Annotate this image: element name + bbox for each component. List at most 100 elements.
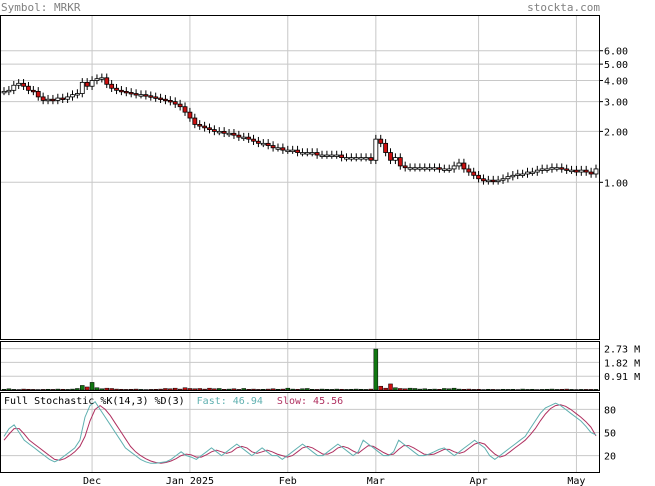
candle-body: [143, 94, 149, 97]
candle-body: [476, 174, 481, 180]
volume-bar: [133, 388, 139, 391]
candle-body: [383, 142, 389, 153]
volume-bar: [309, 388, 315, 391]
volume-bar: [451, 387, 457, 391]
stoch-slow-label: Slow: 45.56: [276, 396, 344, 407]
volume-bar: [158, 388, 163, 391]
x-tick-label: Jan 2025: [166, 476, 214, 486]
volume-bar: [114, 388, 119, 391]
volume-bar: [476, 388, 481, 391]
candle-body: [358, 157, 364, 160]
volume-bar: [402, 388, 408, 391]
volume-bar: [119, 388, 124, 391]
volume-bar: [579, 389, 584, 391]
volume-bar: [246, 388, 251, 391]
candle-body: [427, 167, 433, 170]
candle-body: [123, 90, 129, 94]
candle-body: [30, 89, 36, 93]
candle-body: [461, 162, 467, 170]
volume-bar: [422, 388, 428, 391]
candle-body: [275, 147, 281, 150]
candle-body: [481, 178, 486, 182]
volume-bar: [50, 389, 56, 391]
volume-bar: [329, 389, 335, 391]
candle-body: [270, 145, 276, 149]
volume-bar: [207, 387, 212, 391]
candle-body: [544, 168, 550, 171]
candle-body: [153, 96, 159, 99]
volume-bar: [588, 389, 594, 391]
candle-body: [177, 103, 183, 108]
candle-body: [393, 157, 398, 161]
x-tick-label: Mar: [367, 476, 385, 486]
stoch-slow-line: [3, 404, 597, 464]
volume-bar: [530, 388, 535, 391]
volume-bar: [285, 387, 291, 391]
candle-body: [432, 167, 437, 170]
x-tick-label: May: [567, 476, 585, 486]
candle-body: [285, 149, 291, 153]
candle-body: [397, 157, 403, 167]
candle-body: [319, 154, 325, 157]
volume-bar: [270, 388, 276, 391]
volume-bar: [442, 388, 447, 391]
volume-bar: [226, 388, 232, 391]
candle-body: [6, 89, 12, 93]
candle-body: [417, 167, 423, 170]
volume-bar: [383, 387, 388, 391]
candle-body: [422, 167, 428, 170]
volume-bar: [65, 389, 70, 391]
candle-body: [55, 97, 61, 101]
volume-bar: [11, 389, 17, 391]
candle-body: [109, 83, 115, 89]
volume-bar: [525, 389, 530, 391]
candle-body: [583, 169, 589, 173]
volume-bar: [148, 389, 154, 391]
candle-body: [138, 94, 144, 97]
volume-bar: [549, 388, 555, 391]
candle-body: [89, 80, 95, 87]
y-tick-label: 5.00: [604, 60, 628, 71]
volume-bar: [231, 388, 237, 391]
candle-body: [456, 162, 462, 167]
volume-bar: [202, 388, 207, 391]
volume-bar: [197, 388, 202, 391]
site-label[interactable]: stockta.com: [527, 1, 600, 14]
y-tick-label: 2.00: [604, 127, 628, 138]
volume-bar: [212, 388, 217, 391]
candle-body: [158, 97, 163, 100]
candle-body: [74, 93, 80, 96]
volume-bar: [378, 385, 383, 391]
volume-bar: [265, 388, 271, 391]
volume-bar: [305, 388, 310, 391]
volume-bar: [172, 387, 178, 391]
candle-body: [94, 78, 100, 81]
volume-bar: [520, 388, 525, 391]
candle-body: [314, 152, 320, 156]
candle-body: [11, 84, 17, 91]
volume-bar: [241, 388, 246, 391]
volume-bar: [412, 388, 418, 391]
candle-body: [1, 90, 7, 94]
volume-bar: [275, 388, 281, 391]
volume-bar: [1, 388, 7, 391]
volume-bar: [153, 388, 158, 391]
volume-bar: [339, 388, 344, 391]
volume-bar: [539, 389, 545, 391]
candle-body: [197, 124, 203, 127]
y-tick-label: 6.00: [604, 47, 628, 58]
candle-body: [525, 171, 530, 175]
volume-bar: [583, 389, 589, 391]
volume-bar: [427, 388, 432, 391]
candle-body: [490, 179, 496, 183]
volume-bar: [486, 388, 491, 391]
y-tick-label: 1.00: [604, 178, 628, 189]
volume-bar: [290, 388, 295, 391]
volume-bar: [466, 388, 472, 391]
candle-body: [344, 157, 349, 160]
stoch-fast-line: [3, 400, 597, 464]
volume-bar: [500, 388, 506, 391]
volume-bar: [554, 389, 560, 391]
stoch-title: Full Stochastic %K(14,3) %D(3): [4, 396, 185, 407]
